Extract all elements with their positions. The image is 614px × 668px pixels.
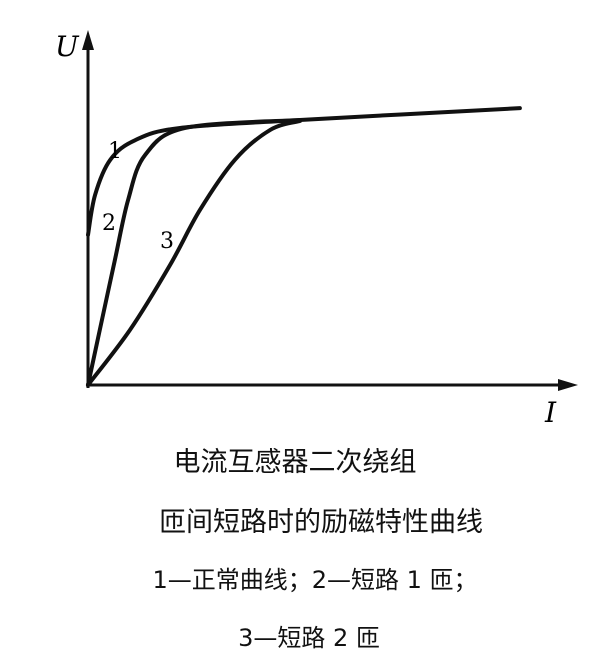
x-axis-label: I: [544, 396, 557, 429]
curve-label-1: 1: [108, 139, 122, 164]
x-axis-arrow: [558, 379, 578, 391]
curve-label-3: 3: [160, 229, 174, 254]
y-axis-label: U: [55, 30, 80, 63]
curve-3: [86, 119, 302, 387]
caption-legend-line-1: 1—正常曲线；2—短路 1 匝；: [152, 566, 478, 594]
y-axis-arrow: [82, 30, 94, 50]
caption-legend-line-2: 3—短路 2 匝: [238, 624, 380, 652]
excitation-characteristic-chart: U I 1 2 3: [55, 30, 578, 429]
curve-label-2: 2: [102, 211, 116, 236]
caption-title-line-1: 电流互感器二次绕组: [173, 447, 417, 478]
curve-1: [86, 106, 522, 237]
caption-title-line-2: 匝间短路时的励磁特性曲线: [159, 507, 483, 538]
curve-2: [86, 118, 302, 387]
